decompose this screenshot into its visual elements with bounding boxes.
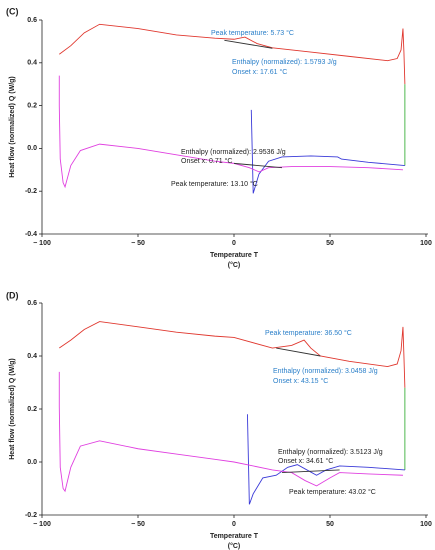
- x-tick-label: 50: [326, 521, 334, 528]
- y-tick-label: -0.2: [25, 512, 37, 519]
- y-tick-label: 0.2: [27, 102, 37, 109]
- annotation: Onset x: 17.61 °C: [232, 68, 287, 76]
- x-axis-unit: (°C): [228, 261, 241, 269]
- y-tick-label: 0.0: [27, 459, 37, 466]
- y-tick-label: -0.4: [25, 231, 37, 238]
- annotation: Enthalpy (normalized): 1.5793 J/g: [232, 59, 337, 66]
- x-axis-title: Temperature T: [210, 533, 259, 540]
- annotation: Enthalpy (normalized): 3.0458 J/g: [273, 368, 378, 375]
- curve: [276, 347, 321, 357]
- y-tick-label: 0.2: [27, 406, 37, 413]
- x-tick-label: − 50: [131, 240, 145, 247]
- y-tick-label: 0.6: [27, 300, 37, 307]
- curve: [224, 39, 273, 49]
- panel-label: (D): [6, 290, 19, 300]
- x-tick-label: 100: [420, 240, 432, 247]
- curve: [58, 75, 403, 189]
- annotation: Peak temperature: 13.10 °C: [171, 180, 258, 188]
- annotation: Enthalpy (normalized): 2.9536 J/g: [181, 149, 286, 156]
- y-tick-label: 0.6: [27, 17, 37, 24]
- annotation: Peak temperature: 43.02 °C: [289, 488, 376, 496]
- curve: [281, 469, 340, 474]
- curve: [59, 321, 406, 388]
- curve: [250, 109, 405, 194]
- annotation: Onset x: 43.15 °C: [273, 377, 328, 385]
- curve: [59, 23, 406, 85]
- annotation: Peak temperature: 5.73 °C: [211, 29, 294, 37]
- panel-label: (C): [6, 6, 19, 16]
- curve: [233, 162, 283, 169]
- x-tick-label: − 100: [33, 240, 51, 247]
- y-tick-label: 0.4: [27, 60, 37, 67]
- y-axis-title: Heat flow (normalized) Q (W/g): [9, 358, 16, 460]
- curve: [246, 414, 405, 505]
- x-tick-label: 0: [232, 240, 236, 247]
- x-tick-label: 50: [326, 240, 334, 247]
- x-axis-unit: (°C): [228, 542, 241, 550]
- y-tick-label: 0.0: [27, 145, 37, 152]
- annotation: Onset x: 34.61 °C: [278, 457, 333, 465]
- y-tick-label: 0.4: [27, 353, 37, 360]
- x-axis-title: Temperature T: [210, 252, 259, 259]
- x-tick-label: − 100: [33, 521, 51, 528]
- y-tick-label: -0.2: [25, 188, 37, 195]
- curve: [58, 371, 403, 493]
- y-axis-title: Heat flow (normalized) Q (W/g): [9, 76, 16, 178]
- x-tick-label: − 50: [131, 521, 145, 528]
- x-tick-label: 100: [420, 521, 432, 528]
- x-tick-label: 0: [232, 521, 236, 528]
- annotation: Onset x: 0.71 °C: [181, 157, 232, 165]
- annotation: Enthalpy (normalized): 3.5123 J/g: [278, 449, 383, 456]
- annotation: Peak temperature: 36.50 °C: [265, 329, 352, 337]
